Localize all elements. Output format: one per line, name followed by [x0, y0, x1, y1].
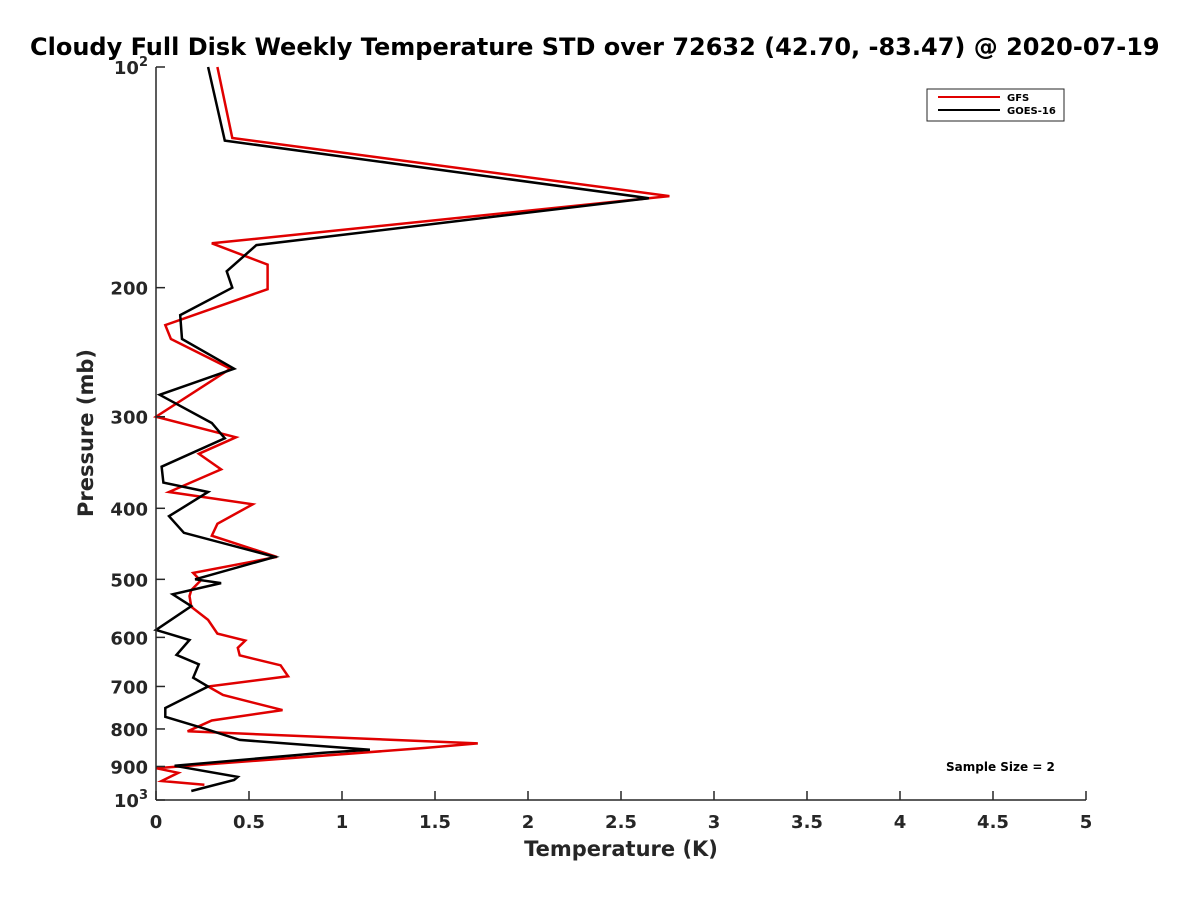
y-tick-label: 200 — [110, 279, 148, 300]
legend: GFS GOES-16 — [926, 88, 1065, 122]
y-tick-label: 400 — [110, 499, 148, 520]
plot-area — [156, 67, 1086, 800]
y-tick-label: 500 — [110, 570, 148, 591]
x-tick-label: 4.5 — [977, 812, 1009, 833]
x-tick-label: 5 — [1080, 812, 1093, 833]
x-ticks: 0 0.5 1 1.5 2 2.5 3 3.5 4 4.5 5 — [150, 791, 1093, 833]
x-tick-label: 3 — [708, 812, 721, 833]
x-tick-label: 1 — [336, 812, 349, 833]
chart-title: Cloudy Full Disk Weekly Temperature STD … — [30, 33, 1160, 61]
y-axis-label: Pressure (mb) — [74, 349, 98, 517]
series-line-goes16 — [153, 66, 650, 793]
x-tick-label: 3.5 — [791, 812, 823, 833]
x-tick-label: 0 — [150, 812, 163, 833]
x-tick-label: 0.5 — [233, 812, 265, 833]
y-ticks: 102 200 300 400 500 600 700 800 900 103 — [110, 55, 165, 812]
y-tick-label: 102 — [114, 55, 148, 79]
x-axis-label: Temperature (K) — [524, 837, 718, 861]
series-layer — [152, 66, 670, 793]
y-tick-label: 700 — [110, 677, 148, 698]
y-tick-label: 600 — [110, 628, 148, 649]
x-tick-label: 4 — [894, 812, 907, 833]
x-tick-label: 2.5 — [605, 812, 637, 833]
legend-box — [926, 88, 1065, 122]
x-tick-label: 2 — [522, 812, 535, 833]
legend-label-goes16: GOES-16 — [1007, 106, 1056, 117]
y-tick-label: 103 — [114, 788, 148, 812]
y-tick-label: 900 — [110, 757, 148, 778]
y-tick-label: 800 — [110, 720, 148, 741]
x-tick-label: 1.5 — [419, 812, 451, 833]
y-tick-label: 300 — [110, 408, 148, 429]
sample-size-annotation: Sample Size = 2 — [946, 760, 1055, 774]
legend-label-gfs: GFS — [1007, 93, 1029, 104]
